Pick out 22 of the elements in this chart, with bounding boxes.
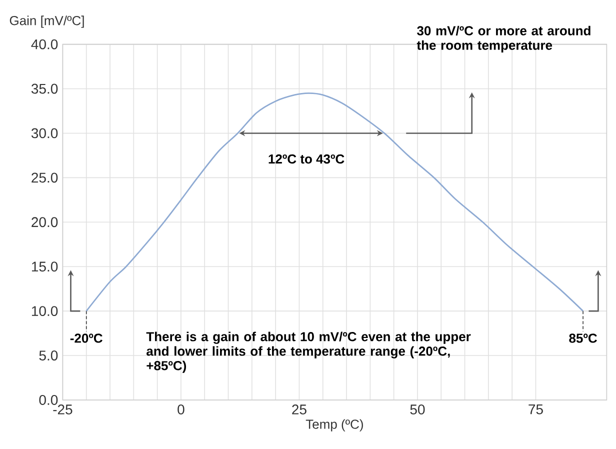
- annotation: 85ºC: [569, 334, 597, 343]
- y-tick-label: 40.0: [31, 39, 58, 50]
- x-tick-label: -25: [53, 404, 72, 414]
- x-tick-label: 50: [410, 404, 425, 414]
- y-tick-label: 35.0: [31, 84, 58, 94]
- y-tick-label: 5.0: [39, 350, 58, 360]
- x-tick-label: 0: [178, 404, 184, 414]
- y-axis-title: Gain [mV/ºC]: [10, 16, 84, 28]
- annotation: -20ºC: [70, 334, 102, 343]
- y-tick-label: 10.0: [32, 306, 58, 316]
- x-tick-label: 25: [292, 404, 306, 414]
- y-tick-label: 25.0: [32, 172, 58, 183]
- y-tick-label: 30.0: [31, 128, 58, 138]
- annotation: 12ºC to 43ºC: [268, 154, 344, 164]
- y-tick-label: 15.0: [32, 262, 58, 272]
- annotation: 30 mV/ºC or more at around the room temperature: [416, 26, 590, 52]
- annotation: There is a gain of about 10 mV/ºC even at the upper and lower limits of the temperature range (-20ºC, +85ºC): [146, 332, 471, 373]
- y-tick-label: 0.0: [39, 395, 58, 405]
- x-axis-title: Temp (ºC): [306, 419, 363, 432]
- x-tick-label: 75: [528, 404, 543, 414]
- y-tick-label: 20.0: [32, 217, 58, 228]
- line-series: [86, 92, 584, 312]
